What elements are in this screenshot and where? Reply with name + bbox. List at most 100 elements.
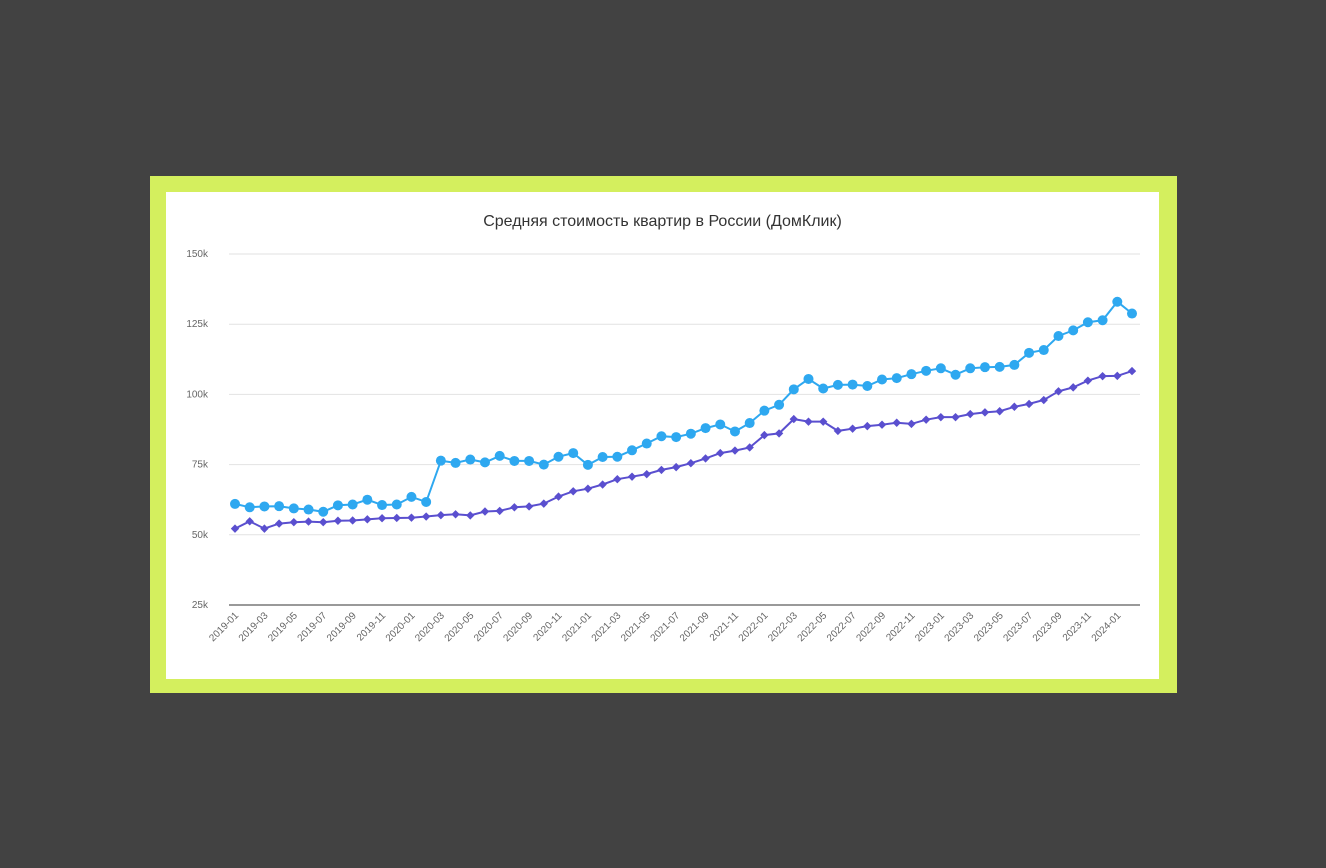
data-point <box>906 369 917 380</box>
data-point <box>701 454 710 463</box>
data-point <box>407 513 416 522</box>
y-tick-label: 125k <box>186 319 209 330</box>
data-point <box>1068 383 1078 392</box>
data-point <box>333 516 343 525</box>
series-line <box>234 300 1133 513</box>
data-point <box>921 415 931 424</box>
data-point <box>1053 330 1064 341</box>
data-point <box>1024 347 1035 358</box>
data-point <box>319 517 328 527</box>
x-tick-label: 2019-09 <box>325 610 359 644</box>
data-point <box>715 419 726 430</box>
x-tick-label: 2021-05 <box>619 610 653 644</box>
data-point <box>274 501 285 512</box>
x-tick-label: 2022-03 <box>766 610 800 644</box>
data-point <box>332 500 343 511</box>
x-tick-label: 2021-11 <box>708 610 742 644</box>
y-tick-label: 150k <box>186 249 209 260</box>
data-point <box>582 459 593 470</box>
data-point <box>877 374 888 385</box>
data-point <box>804 417 813 426</box>
data-point <box>730 446 740 455</box>
data-point <box>363 515 372 524</box>
data-point <box>1083 376 1093 385</box>
x-tick-label: 2021-01 <box>560 610 594 644</box>
data-point <box>1054 387 1063 396</box>
data-point <box>627 472 637 481</box>
data-point <box>1112 296 1123 307</box>
x-tick-label: 2020-09 <box>501 610 535 644</box>
x-tick-label: 2019-05 <box>266 610 300 644</box>
data-point <box>421 512 431 521</box>
data-point <box>377 500 388 511</box>
data-point <box>583 484 593 493</box>
data-point <box>466 511 475 520</box>
data-point <box>465 454 476 465</box>
data-point <box>980 408 990 417</box>
data-point <box>907 419 916 429</box>
data-point <box>877 420 887 429</box>
data-point <box>789 414 798 424</box>
data-point <box>612 451 623 462</box>
data-point <box>288 503 299 514</box>
data-point <box>613 475 622 484</box>
data-point <box>318 506 329 517</box>
x-tick-label: 2019-11 <box>355 610 389 644</box>
x-tick-label: 2019-01 <box>207 610 241 644</box>
data-point <box>1038 345 1049 356</box>
data-point <box>744 418 755 429</box>
data-point <box>863 421 872 431</box>
data-point <box>627 445 638 456</box>
data-point <box>230 498 240 509</box>
data-point <box>553 451 564 462</box>
x-tick-label: 2022-07 <box>825 610 859 644</box>
data-point <box>671 462 681 472</box>
x-tick-label: 2020-01 <box>384 610 418 644</box>
data-point <box>1010 402 1019 411</box>
data-point <box>685 428 696 439</box>
data-point <box>510 503 519 512</box>
data-point <box>435 455 446 466</box>
data-point <box>289 517 299 527</box>
data-point <box>788 384 799 395</box>
data-point <box>303 504 314 515</box>
x-tick-label: 2023-09 <box>1031 610 1065 644</box>
data-point <box>641 438 652 449</box>
line-chart: 25k50k75k100k125k150k2019-012019-032019-… <box>186 249 1140 644</box>
data-point <box>803 373 814 384</box>
data-point <box>686 458 696 468</box>
x-tick-label: 2021-07 <box>649 610 683 644</box>
data-point <box>716 448 725 458</box>
data-point <box>480 507 490 516</box>
data-point <box>833 426 843 436</box>
data-point <box>935 363 946 374</box>
data-point <box>362 494 373 505</box>
data-point <box>729 426 740 437</box>
data-point <box>995 407 1004 416</box>
x-tick-label: 2020-03 <box>413 610 447 644</box>
data-point <box>524 502 534 511</box>
data-point <box>451 510 460 519</box>
y-tick-label: 100k <box>186 389 209 400</box>
data-point <box>818 417 828 426</box>
data-point <box>260 524 269 533</box>
data-point <box>657 465 666 475</box>
data-point <box>950 369 961 380</box>
data-point <box>892 418 901 427</box>
data-point <box>245 517 254 526</box>
data-point <box>936 412 946 422</box>
x-tick-label: 2019-03 <box>237 610 271 644</box>
data-point <box>1097 315 1108 326</box>
data-point <box>1009 359 1020 370</box>
data-point <box>862 380 873 391</box>
data-point <box>832 379 843 390</box>
data-point <box>569 487 578 496</box>
data-point <box>568 448 579 459</box>
data-point <box>259 501 270 512</box>
highlight-frame: Средняя стоимость квартир в России (ДомК… <box>150 176 1177 693</box>
data-point <box>539 499 549 508</box>
y-tick-label: 50k <box>192 530 209 541</box>
data-point <box>818 383 829 394</box>
data-point <box>391 499 402 510</box>
data-point <box>848 424 857 433</box>
